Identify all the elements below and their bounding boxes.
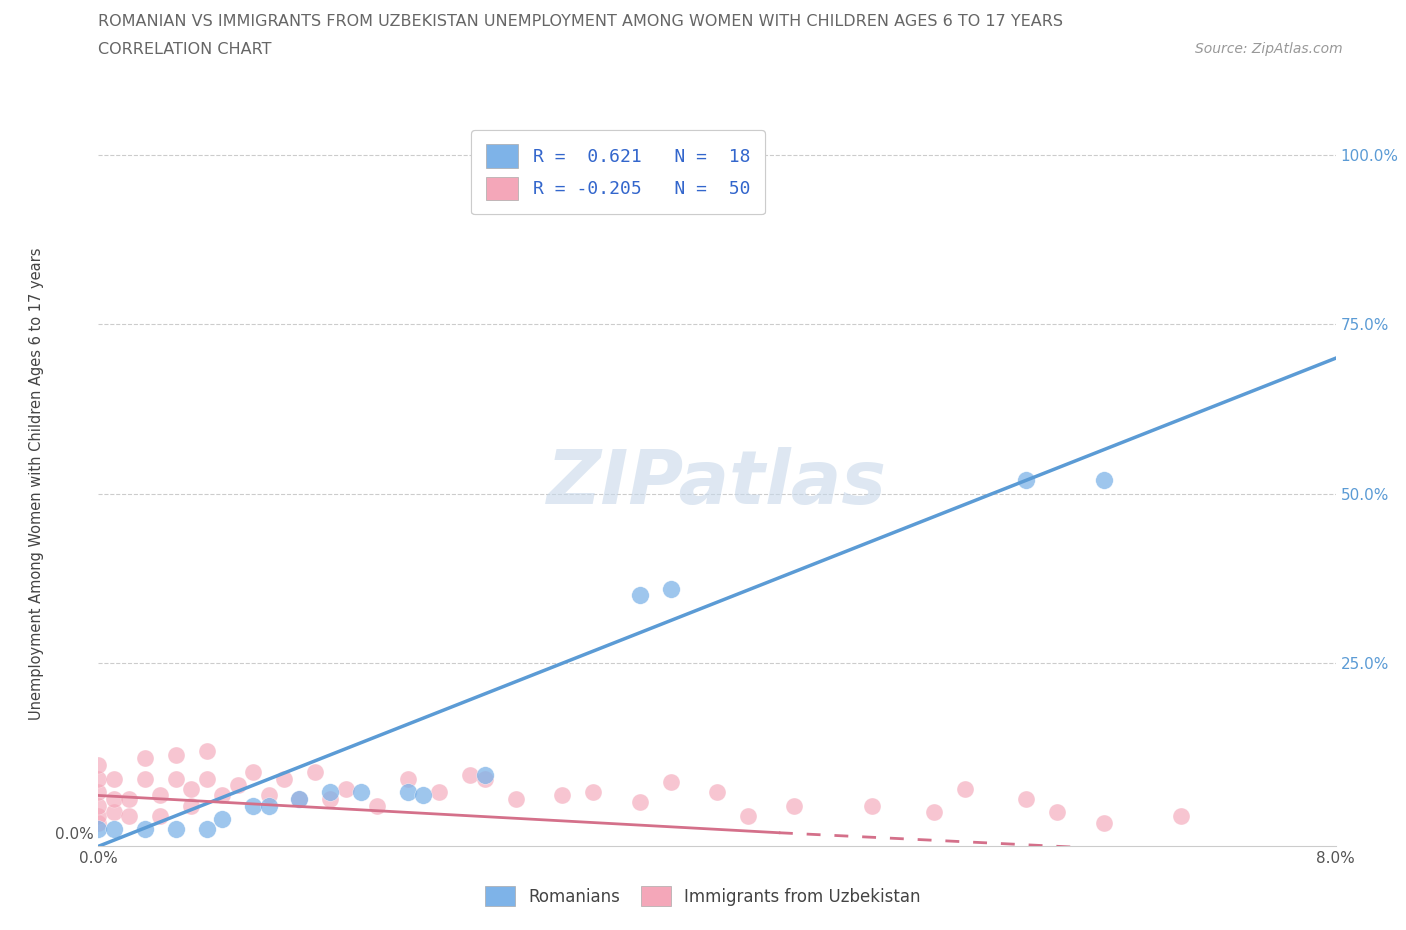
Point <box>273 771 295 786</box>
Point <box>1092 815 1115 830</box>
Point <box>458 767 481 782</box>
Point <box>350 785 373 800</box>
Point <box>953 781 976 796</box>
Point <box>304 764 326 779</box>
Point <box>1092 472 1115 487</box>
Point <box>551 788 574 803</box>
Point <box>335 781 357 796</box>
Point <box>87 758 110 773</box>
Point <box>195 822 218 837</box>
Point <box>87 815 110 830</box>
Point <box>180 798 202 813</box>
Point <box>628 795 651 810</box>
Point <box>87 808 110 823</box>
Point <box>706 785 728 800</box>
Point <box>474 771 496 786</box>
Point <box>226 777 249 792</box>
Point <box>1015 472 1038 487</box>
Point <box>180 781 202 796</box>
Point <box>103 771 125 786</box>
Point <box>396 785 419 800</box>
Point <box>922 805 945 820</box>
Text: Source: ZipAtlas.com: Source: ZipAtlas.com <box>1195 42 1343 56</box>
Point <box>659 775 682 790</box>
Point <box>412 788 434 803</box>
Point <box>505 791 527 806</box>
Point <box>87 822 110 837</box>
Point <box>288 791 311 806</box>
Point <box>783 798 806 813</box>
Point <box>474 767 496 782</box>
Point <box>366 798 388 813</box>
Point <box>1170 808 1192 823</box>
Point <box>134 822 156 837</box>
Point <box>659 581 682 596</box>
Point <box>149 788 172 803</box>
Legend: R =  0.621   N =  18, R = -0.205   N =  50: R = 0.621 N = 18, R = -0.205 N = 50 <box>471 130 765 214</box>
Point <box>103 805 125 820</box>
Point <box>628 588 651 603</box>
Legend: Romanians, Immigrants from Uzbekistan: Romanians, Immigrants from Uzbekistan <box>479 880 927 912</box>
Point <box>118 808 141 823</box>
Point <box>396 771 419 786</box>
Point <box>211 812 233 827</box>
Point <box>134 771 156 786</box>
Point <box>103 822 125 837</box>
Point <box>103 791 125 806</box>
Point <box>319 785 342 800</box>
Text: ZIPatlas: ZIPatlas <box>547 447 887 520</box>
Point <box>118 791 141 806</box>
Point <box>257 788 280 803</box>
Point <box>737 808 759 823</box>
Point <box>195 771 218 786</box>
Point <box>242 764 264 779</box>
Point <box>87 798 110 813</box>
Point <box>195 744 218 759</box>
Point <box>1046 805 1069 820</box>
Y-axis label: Unemployment Among Women with Children Ages 6 to 17 years: Unemployment Among Women with Children A… <box>28 247 44 720</box>
Point <box>87 785 110 800</box>
Point <box>211 788 233 803</box>
Text: ROMANIAN VS IMMIGRANTS FROM UZBEKISTAN UNEMPLOYMENT AMONG WOMEN WITH CHILDREN AG: ROMANIAN VS IMMIGRANTS FROM UZBEKISTAN U… <box>98 14 1063 29</box>
Point <box>165 748 187 763</box>
Point <box>582 785 605 800</box>
Point <box>242 798 264 813</box>
Point <box>165 822 187 837</box>
Point <box>319 791 342 806</box>
Point <box>87 771 110 786</box>
Point <box>860 798 883 813</box>
Point <box>257 798 280 813</box>
Point <box>149 808 172 823</box>
Point <box>134 751 156 765</box>
Point <box>427 785 450 800</box>
Point <box>1015 791 1038 806</box>
Point <box>165 771 187 786</box>
Text: CORRELATION CHART: CORRELATION CHART <box>98 42 271 57</box>
Point <box>288 791 311 806</box>
